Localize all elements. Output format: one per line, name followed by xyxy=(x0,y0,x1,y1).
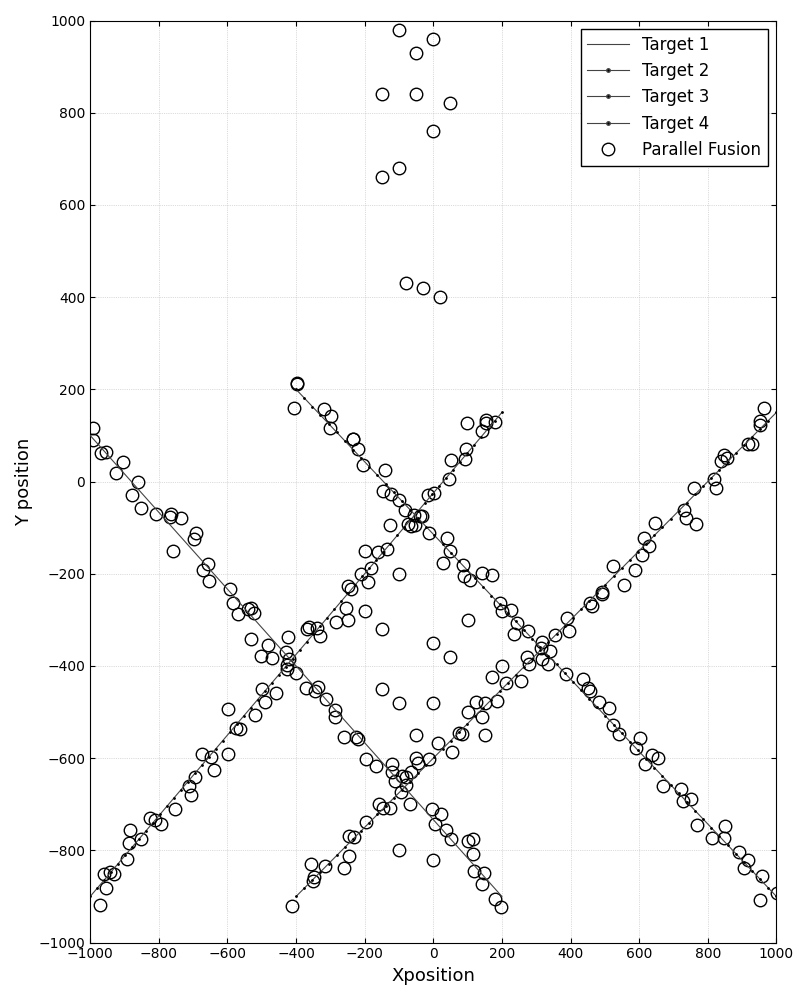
Legend: Target 1, Target 2, Target 3, Target 4, Parallel Fusion: Target 1, Target 2, Target 3, Target 4, … xyxy=(581,29,768,166)
Y-axis label: Y position: Y position xyxy=(15,437,33,526)
X-axis label: Xposition: Xposition xyxy=(392,967,475,985)
